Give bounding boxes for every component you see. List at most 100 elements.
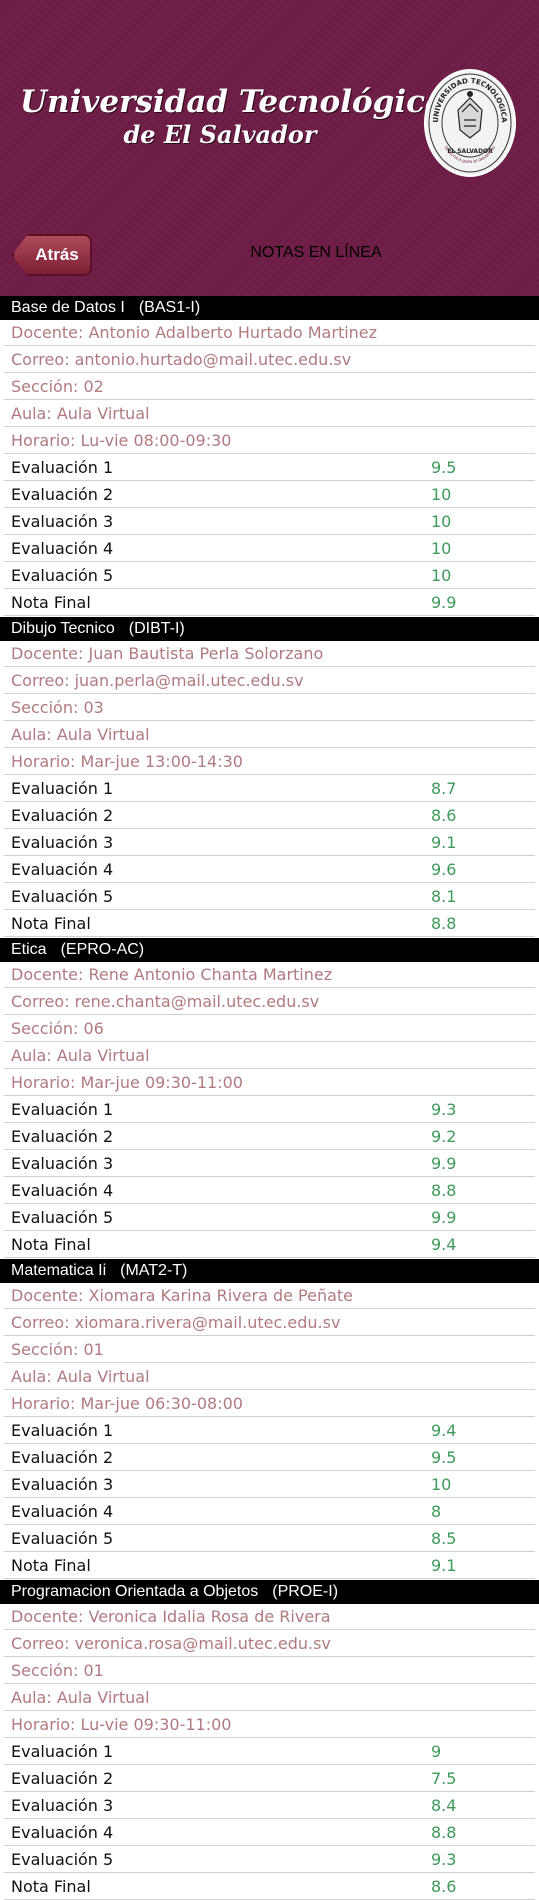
grade-row: Evaluación 1 9.5 [4,455,535,481]
grade-label: Evaluación 4 [11,1502,114,1521]
grade-row: Evaluación 4 8 [4,1499,535,1525]
grade-value: 8.1 [431,887,457,906]
course-code: (PROE-I) [272,1583,339,1600]
grade-value: 10 [431,539,452,558]
course-code: (DIBT-I) [128,620,185,637]
grade-label: Evaluación 4 [11,1181,114,1200]
course-horario: Horario: Lu-vie 08:00-09:30 [4,428,535,454]
grade-value: 9.2 [431,1127,457,1146]
grade-label: Evaluación 3 [11,1796,114,1815]
grade-label: Nota Final [11,914,91,933]
back-button[interactable]: Atrás [12,234,92,276]
svg-text:EL SALVADOR: EL SALVADOR [447,148,493,155]
course-section: Programacion Orientada a Objetos (PROE-I)… [0,1580,539,1900]
final-grade-row: Nota Final 8.6 [4,1874,535,1900]
grade-value: 10 [431,485,452,504]
course-section: Etica (EPRO-AC) Docente: Rene Antonio Cha… [0,938,539,1258]
grade-row: Evaluación 1 8.7 [4,776,535,802]
course-docente: Docente: Veronica Idalia Rosa de Rivera [4,1604,535,1630]
grade-row: Evaluación 3 10 [4,1472,535,1498]
grade-value: 8.7 [431,779,457,798]
course-correo: Correo: juan.perla@mail.utec.edu.sv [4,668,535,694]
course-docente: Docente: Juan Bautista Perla Solorzano [4,641,535,667]
grade-label: Evaluación 2 [11,485,114,504]
grade-row: Evaluación 5 10 [4,563,535,589]
grade-value: 8.4 [431,1796,457,1815]
course-aula: Aula: Aula Virtual [4,401,535,427]
grade-label: Evaluación 4 [11,1823,114,1842]
grade-label: Evaluación 2 [11,1448,114,1467]
grade-row: Evaluación 4 8.8 [4,1820,535,1846]
final-grade-value: 8.6 [431,1877,457,1896]
final-grade-row: Nota Final 8.8 [4,911,535,937]
course-header: Matematica Ii (MAT2-T) [0,1259,539,1283]
course-section: Dibujo Tecnico (DIBT-I) Docente: Juan Bau… [0,617,539,937]
grade-label: Nota Final [11,1556,91,1575]
grade-row: Evaluación 5 8.1 [4,884,535,910]
grade-row: Evaluación 2 8.6 [4,803,535,829]
course-header: Programacion Orientada a Objetos (PROE-I) [0,1580,539,1604]
grade-value: 8 [431,1502,442,1521]
course-aula: Aula: Aula Virtual [4,1685,535,1711]
grade-row: Evaluación 2 7.5 [4,1766,535,1792]
grade-value: 8.6 [431,806,457,825]
grade-label: Evaluación 1 [11,1421,114,1440]
grade-row: Evaluación 5 9.3 [4,1847,535,1873]
grade-value: 9.9 [431,1208,457,1227]
course-section: Matematica Ii (MAT2-T) Docente: Xiomara K… [0,1259,539,1579]
grade-value: 8.5 [431,1529,457,1548]
grade-row: Evaluación 2 9.5 [4,1445,535,1471]
university-title-line1: Universidad Tecnológica [20,84,446,120]
course-code: (BAS1-I) [138,299,201,316]
grade-value: 7.5 [431,1769,457,1788]
course-docente: Docente: Xiomara Karina Rivera de Peñate [4,1283,535,1309]
course-horario: Horario: Mar-jue 13:00-14:30 [4,749,535,775]
university-title-line2: de El Salvador [123,120,317,149]
final-grade-value: 9.9 [431,593,457,612]
course-horario: Horario: Mar-jue 09:30-11:00 [4,1070,535,1096]
grade-label: Evaluación 5 [11,1850,114,1869]
course-header: Etica (EPRO-AC) [0,938,539,962]
grade-row: Evaluación 1 9.4 [4,1418,535,1444]
grade-row: Evaluación 2 9.2 [4,1124,535,1150]
grade-row: Evaluación 3 9.9 [4,1151,535,1177]
grade-row: Evaluación 3 10 [4,509,535,535]
grade-label: Evaluación 5 [11,1208,114,1227]
grade-row: Evaluación 4 10 [4,536,535,562]
course-section: Base de Datos I (BAS1-I) Docente: Antonio… [0,296,539,616]
final-grade-row: Nota Final 9.1 [4,1553,535,1579]
course-docente: Docente: Rene Antonio Chanta Martinez [4,962,535,988]
grade-label: Nota Final [11,1235,91,1254]
grade-label: Nota Final [11,593,91,612]
course-aula: Aula: Aula Virtual [4,722,535,748]
app-header: Universidad Tecnológica de El Salvador U… [0,0,539,296]
final-grade-value: 9.1 [431,1556,457,1575]
course-header: Base de Datos I (BAS1-I) [0,296,539,320]
grade-label: Evaluación 1 [11,1100,114,1119]
grade-row: Evaluación 5 8.5 [4,1526,535,1552]
course-name: Etica [11,941,47,958]
grade-value: 9.6 [431,860,457,879]
grade-label: Evaluación 1 [11,779,114,798]
grade-label: Evaluación 2 [11,806,114,825]
course-seccion: Sección: 03 [4,695,535,721]
course-code: (EPRO-AC) [60,941,145,958]
grade-value: 8.8 [431,1823,457,1842]
grade-value: 9.9 [431,1154,457,1173]
course-correo: Correo: xiomara.rivera@mail.utec.edu.sv [4,1310,535,1336]
grade-row: Evaluación 4 9.6 [4,857,535,883]
course-horario: Horario: Mar-jue 06:30-08:00 [4,1391,535,1417]
grade-row: Evaluación 5 9.9 [4,1205,535,1231]
course-list: Base de Datos I (BAS1-I) Docente: Antonio… [0,296,539,1900]
grade-label: Evaluación 4 [11,860,114,879]
course-correo: Correo: rene.chanta@mail.utec.edu.sv [4,989,535,1015]
course-correo: Correo: antonio.hurtado@mail.utec.edu.sv [4,347,535,373]
grade-row: Evaluación 2 10 [4,482,535,508]
grade-value: 9.4 [431,1421,457,1440]
course-correo: Correo: veronica.rosa@mail.utec.edu.sv [4,1631,535,1657]
grade-value: 10 [431,566,452,585]
grade-value: 9.3 [431,1850,457,1869]
grade-value: 10 [431,1475,452,1494]
course-header: Dibujo Tecnico (DIBT-I) [0,617,539,641]
grade-row: Evaluación 1 9 [4,1739,535,1765]
